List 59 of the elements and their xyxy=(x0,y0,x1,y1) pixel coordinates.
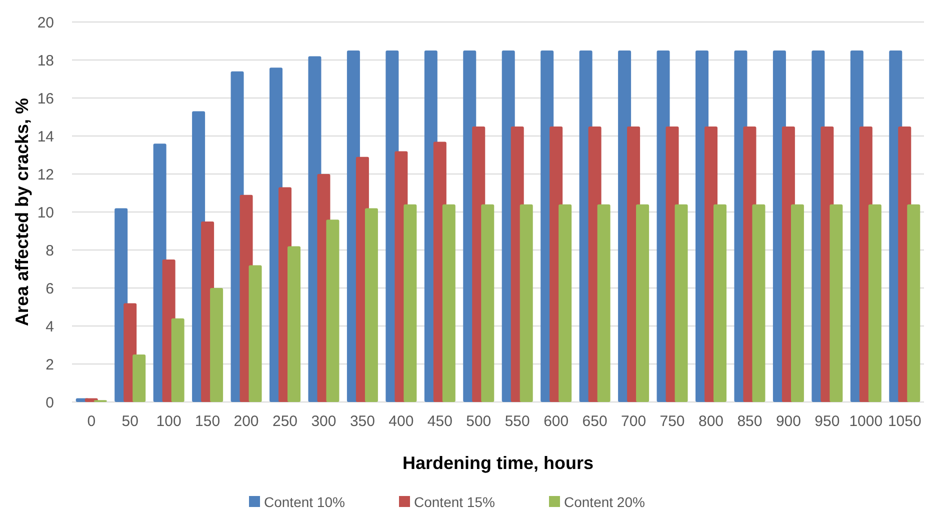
bar xyxy=(790,204,804,402)
y-axis-title: Area affected by cracks, % xyxy=(12,98,32,326)
bar xyxy=(326,220,340,402)
x-tick-label: 250 xyxy=(272,413,298,430)
y-tick-label: 2 xyxy=(46,356,54,374)
legend-label: Content 15% xyxy=(414,494,495,510)
x-tick-label: 50 xyxy=(122,413,138,430)
y-tick-label: 18 xyxy=(37,52,54,70)
y-tick-label: 10 xyxy=(37,204,54,222)
x-tick-label: 500 xyxy=(466,413,492,430)
x-tick-label: 550 xyxy=(504,413,530,430)
bar xyxy=(558,204,572,402)
bar xyxy=(674,204,688,402)
legend-label: Content 10% xyxy=(264,494,345,510)
bar xyxy=(636,204,650,402)
x-tick-label: 800 xyxy=(698,413,724,430)
bar xyxy=(171,318,184,402)
bar xyxy=(248,265,262,402)
y-tick-label: 20 xyxy=(37,14,54,32)
bar xyxy=(132,354,146,402)
bar xyxy=(481,204,494,402)
x-tick-label: 650 xyxy=(582,413,608,430)
x-axis-title: Hardening time, hours xyxy=(402,453,594,473)
x-tick-label: 0 xyxy=(87,413,96,430)
x-tick-label: 900 xyxy=(776,413,801,430)
y-tick-label: 12 xyxy=(37,166,54,184)
y-tick-label: 0 xyxy=(46,394,54,412)
y-tick-label: 4 xyxy=(46,318,54,336)
y-tick-label: 14 xyxy=(37,128,54,146)
legend-label: Content 20% xyxy=(564,494,645,510)
x-tick-label: 450 xyxy=(427,413,452,430)
x-tick-label: 150 xyxy=(195,413,220,430)
bar xyxy=(364,208,378,402)
y-tick-label: 6 xyxy=(46,280,54,298)
bar xyxy=(404,204,417,402)
x-tick-label: 100 xyxy=(156,413,182,430)
bar xyxy=(288,246,300,402)
bar xyxy=(907,204,920,402)
x-tick-label: 950 xyxy=(814,413,840,430)
bar xyxy=(520,204,533,402)
x-tick-label: 1000 xyxy=(849,413,883,430)
bar xyxy=(752,204,766,402)
bar xyxy=(868,204,882,402)
bar xyxy=(830,204,843,402)
x-tick-label: 700 xyxy=(621,413,646,430)
x-tick-label: 200 xyxy=(234,413,259,430)
x-tick-label: 750 xyxy=(660,413,685,430)
x-tick-label: 400 xyxy=(388,413,414,430)
x-tick-label: 300 xyxy=(311,413,336,430)
x-tick-label: 1050 xyxy=(888,413,922,430)
x-tick-label: 350 xyxy=(350,413,375,430)
bar xyxy=(210,288,224,402)
x-tick-label: 600 xyxy=(544,413,569,430)
bar xyxy=(442,204,456,402)
y-tick-label: 8 xyxy=(46,242,54,260)
x-tick-label: 850 xyxy=(737,413,762,430)
bar xyxy=(714,204,726,402)
y-tick-label: 16 xyxy=(37,90,54,108)
bar xyxy=(597,204,610,402)
